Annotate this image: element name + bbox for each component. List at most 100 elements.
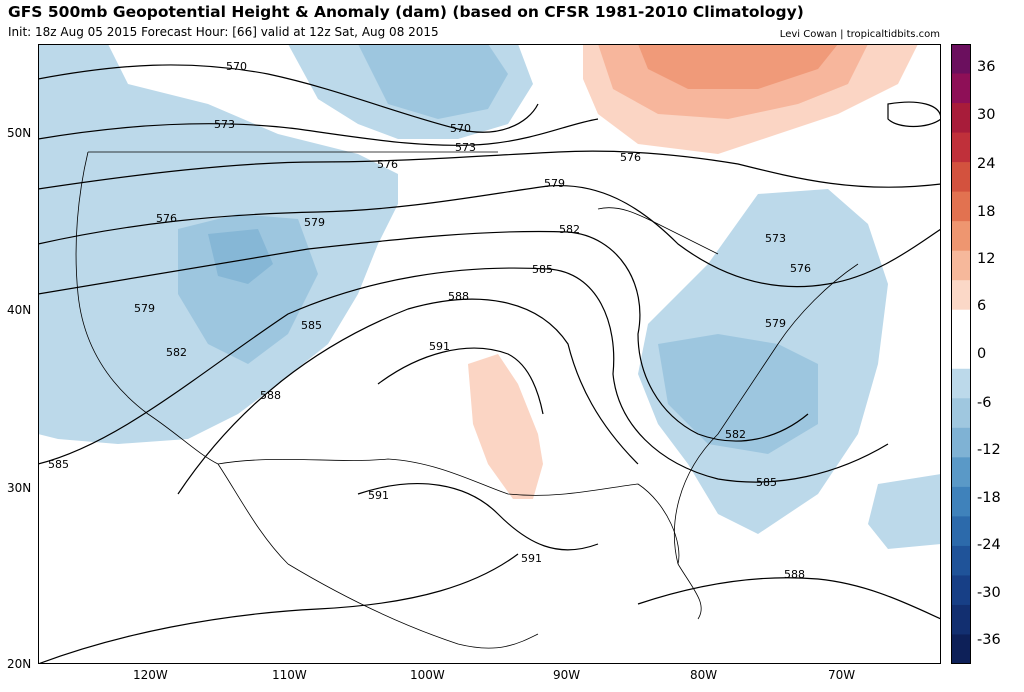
colorbar-label: 24: [977, 156, 996, 172]
height-contours: [38, 64, 941, 664]
lon-label: 110W: [272, 668, 307, 682]
colorbar-segment: [951, 73, 971, 104]
colorbar-label: 36: [977, 59, 996, 75]
colorbar-segment: [951, 427, 971, 458]
contour-label: 576: [790, 262, 811, 275]
contour-label: 570: [226, 60, 247, 73]
anomaly-north-core: [358, 44, 508, 119]
contour-579: [38, 184, 941, 288]
colorbar-segment: [951, 398, 971, 429]
colorbar-segment: [951, 280, 971, 311]
colorbar-label: -12: [977, 442, 1001, 458]
colorbar-segment: [951, 516, 971, 547]
colorbar-segment: [951, 457, 971, 488]
contour-label: 579: [765, 317, 786, 330]
colorbar-label: 6: [977, 298, 987, 314]
colorbar-segment: [951, 309, 971, 340]
contour-labels: 570 570 573 573 573 576 576 576 576 579 …: [48, 60, 811, 581]
baja: [217, 463, 289, 565]
map-frame: [38, 44, 941, 664]
lat-label: 20N: [7, 657, 32, 671]
contour-label: 585: [301, 319, 322, 332]
contour-588-north: [38, 553, 519, 664]
colorbar-segment: [951, 634, 971, 664]
colorbar-label: 18: [977, 204, 996, 220]
lat-label: 40N: [7, 303, 32, 317]
colorbar-segment: [951, 221, 971, 252]
contour-label: 582: [166, 346, 187, 359]
positive-anomaly-shading: [468, 44, 918, 499]
lat-label: 30N: [7, 481, 32, 495]
contour-585: [38, 267, 889, 483]
contour-low-ne: [887, 101, 941, 128]
east-coast: [673, 263, 859, 565]
colorbar-label: -36: [977, 632, 1001, 648]
contour-label: 570: [450, 122, 471, 135]
mexico-coast: [287, 563, 539, 649]
anomaly-canada-core: [638, 44, 838, 89]
anomaly-atlantic: [868, 474, 941, 549]
negative-anomaly-shading: [38, 44, 941, 549]
colorbar-label: -6: [977, 395, 992, 411]
lon-label: 120W: [133, 668, 168, 682]
colorbar-label: 30: [977, 107, 996, 123]
colorbar-segment: [951, 368, 971, 399]
contour-570: [38, 64, 539, 133]
colorbar-segment: [951, 191, 971, 222]
florida: [677, 563, 702, 620]
contour-573: [38, 118, 599, 146]
contour-label: 585: [532, 263, 553, 276]
colorbar-frame: [951, 44, 971, 664]
contour-588-south: [637, 577, 941, 620]
contour-591-north: [377, 347, 544, 415]
contour-582: [38, 230, 809, 442]
contour-label: 588: [448, 290, 469, 303]
contour-label: 573: [455, 141, 476, 154]
contour-588: [177, 298, 639, 495]
credit: Levi Cowan | tropicaltidbits.com: [779, 29, 940, 40]
colorbar-segment: [951, 44, 971, 75]
colorbar-segment: [951, 132, 971, 163]
lat-label: 50N: [7, 126, 32, 140]
contour-label: 591: [429, 340, 450, 353]
contour-label: 582: [559, 223, 580, 236]
contour-label: 591: [521, 552, 542, 565]
map-subtitle: Init: 18z Aug 05 2015 Forecast Hour: [66…: [8, 25, 439, 39]
contour-label: 585: [756, 476, 777, 489]
contour-label: 576: [156, 212, 177, 225]
contour-label: 573: [765, 232, 786, 245]
contour-label: 585: [48, 458, 69, 471]
contour-576: [38, 150, 941, 190]
colorbar-segment: [951, 250, 971, 281]
colorbar-segment: [951, 486, 971, 517]
contour-label: 579: [304, 216, 325, 229]
colorbar-label: -18: [977, 490, 1001, 506]
contour-label: 579: [544, 177, 565, 190]
colorbar-label: -30: [977, 585, 1001, 601]
colorbar-segment: [951, 604, 971, 635]
map-canvas: 570 570 573 573 573 576 576 576 576 579 …: [38, 44, 941, 664]
gulf-coast: [217, 458, 680, 565]
anomaly-east-core: [658, 334, 818, 454]
contour-label: 573: [214, 118, 235, 131]
contour-label: 579: [134, 302, 155, 315]
colorbar-segment: [951, 103, 971, 134]
contour-label: 576: [620, 151, 641, 164]
anomaly-interior-core: [208, 229, 273, 284]
colorbar-segment: [951, 575, 971, 606]
anomaly-south-central: [468, 354, 543, 499]
colorbar-label: -24: [977, 537, 1001, 553]
lon-label: 100W: [410, 668, 445, 682]
coastlines-borders: [75, 151, 859, 649]
lon-label: 90W: [553, 668, 581, 682]
colorbar-segment: [951, 162, 971, 193]
west-coast: [75, 151, 219, 465]
colorbar-segment: [951, 339, 971, 370]
contour-label: 576: [377, 158, 398, 171]
great-lakes: [597, 207, 719, 255]
colorbar-label: 0: [977, 346, 987, 362]
contour-label: 588: [260, 389, 281, 402]
lon-label: 80W: [690, 668, 718, 682]
colorbar-segment: [951, 545, 971, 576]
colorbar: [951, 44, 971, 664]
